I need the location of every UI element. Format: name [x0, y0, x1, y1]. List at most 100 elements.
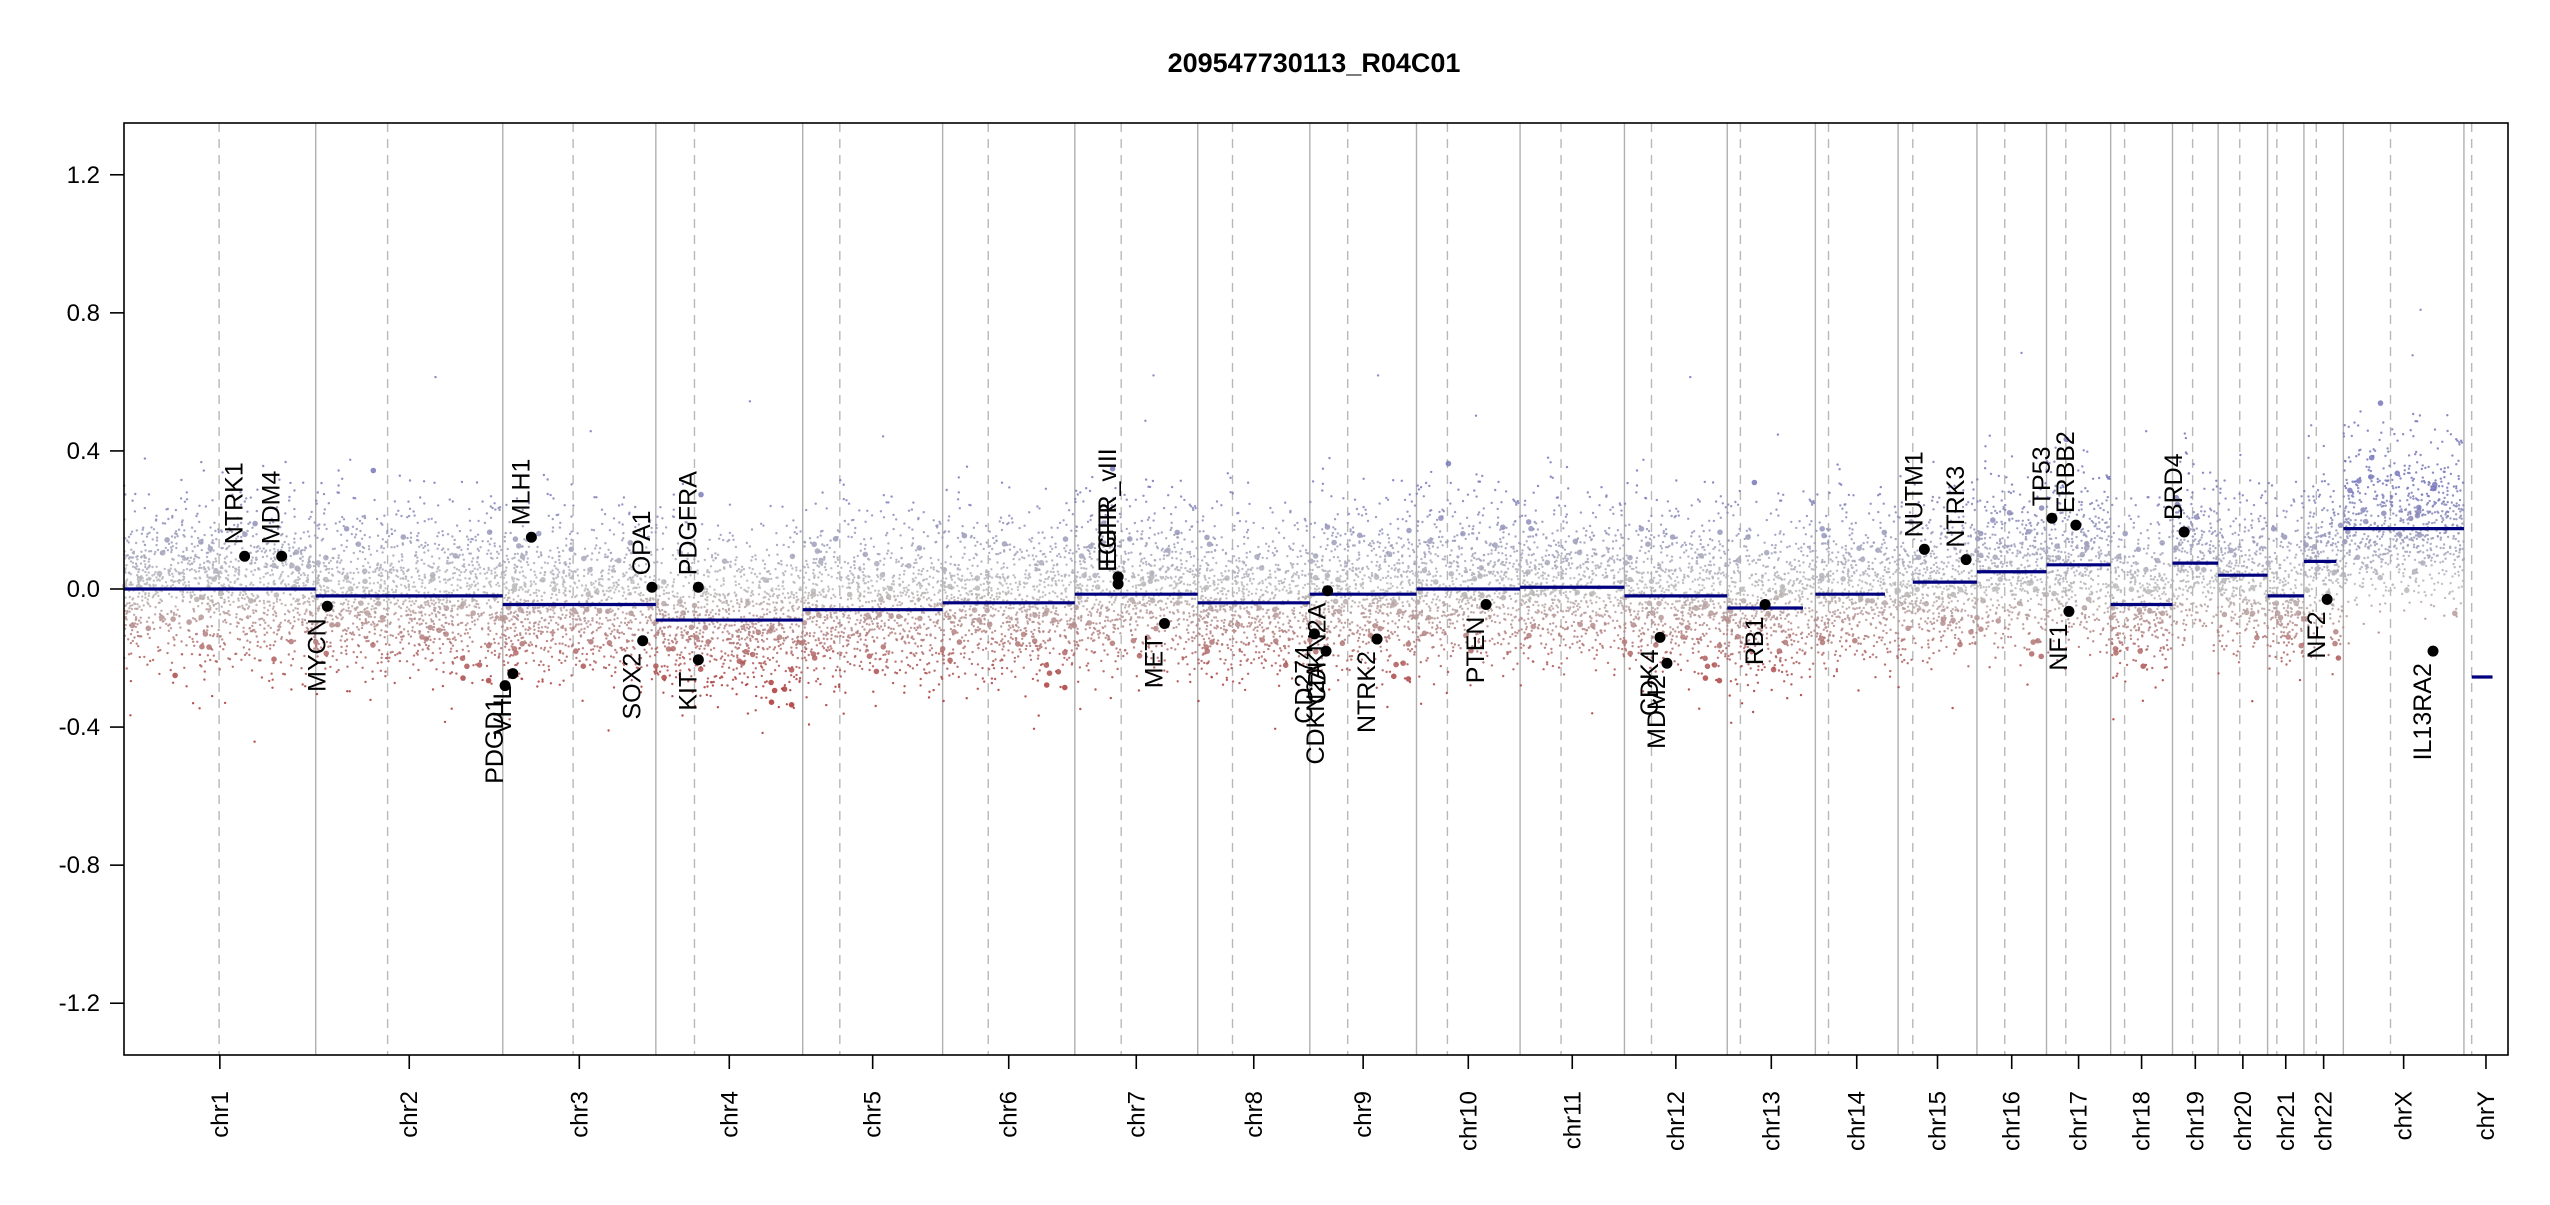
probe-point — [766, 613, 768, 615]
probe-point — [272, 553, 274, 555]
probe-point — [783, 639, 785, 641]
probe-point — [463, 566, 465, 568]
probe-point — [622, 532, 624, 534]
probe-point — [876, 568, 878, 570]
probe-point — [744, 638, 746, 640]
probe-point — [341, 478, 343, 480]
probe-point — [443, 629, 445, 631]
probe-point — [712, 600, 714, 602]
probe-point — [530, 585, 532, 587]
probe-point — [854, 527, 856, 529]
probe-point — [146, 621, 148, 623]
probe-point — [518, 559, 520, 561]
probe-point — [507, 548, 509, 550]
probe-point — [701, 640, 703, 642]
probe-point — [514, 627, 516, 629]
probe-point — [668, 654, 670, 656]
probe-point — [829, 645, 831, 647]
probe-point — [809, 617, 811, 619]
probe-point — [359, 530, 361, 532]
probe-point — [481, 540, 483, 542]
probe-point — [240, 659, 242, 661]
probe-point — [657, 599, 659, 601]
probe-point — [407, 630, 409, 632]
probe-point — [641, 614, 643, 616]
probe-point — [735, 584, 737, 586]
probe-point — [577, 615, 579, 617]
probe-point — [847, 592, 853, 598]
probe-point — [418, 611, 420, 613]
probe-point — [320, 586, 322, 588]
probe-point — [199, 577, 201, 579]
probe-point — [911, 616, 913, 618]
probe-point — [759, 572, 761, 574]
probe-point — [355, 662, 357, 664]
probe-point — [519, 634, 521, 636]
probe-point — [886, 532, 888, 534]
probe-point — [734, 559, 736, 561]
probe-point — [399, 577, 401, 579]
probe-point — [750, 559, 752, 561]
probe-point — [340, 587, 342, 589]
probe-point — [395, 513, 397, 515]
probe-point — [849, 663, 851, 665]
probe-point — [748, 647, 750, 649]
probe-point — [710, 649, 712, 651]
probe-point — [614, 671, 616, 673]
probe-point — [459, 574, 461, 576]
probe-point — [728, 624, 730, 626]
probe-point — [796, 643, 798, 645]
probe-point — [528, 644, 530, 646]
probe-point — [475, 539, 477, 541]
probe-point — [130, 652, 132, 654]
probe-point — [809, 632, 811, 634]
probe-point — [300, 551, 302, 553]
probe-point — [548, 669, 550, 671]
probe-point — [790, 564, 792, 566]
probe-point — [356, 656, 358, 658]
probe-point — [552, 616, 554, 618]
probe-point — [427, 544, 429, 546]
probe-point — [369, 699, 371, 701]
probe-point — [365, 621, 367, 623]
probe-point — [331, 630, 333, 632]
probe-point — [902, 636, 904, 638]
probe-point — [728, 609, 730, 611]
probe-point — [722, 539, 724, 541]
probe-point — [596, 588, 598, 590]
probe-point — [829, 539, 831, 541]
probe-point — [344, 575, 350, 581]
probe-point — [421, 579, 423, 581]
probe-point — [783, 588, 785, 590]
probe-point — [882, 435, 884, 437]
probe-point — [164, 537, 170, 543]
probe-point — [741, 566, 743, 568]
probe-point — [732, 642, 734, 644]
probe-point — [359, 618, 361, 620]
probe-point — [257, 550, 259, 552]
probe-point — [856, 582, 858, 584]
probe-point — [658, 578, 660, 580]
probe-point — [136, 623, 138, 625]
probe-point — [137, 581, 139, 583]
probe-point — [504, 597, 506, 599]
probe-point — [209, 634, 211, 636]
probe-point — [368, 548, 370, 550]
probe-point — [548, 556, 550, 558]
probe-point — [789, 626, 791, 628]
probe-point — [923, 511, 925, 513]
probe-point — [229, 581, 231, 583]
probe-point — [726, 684, 728, 686]
probe-point — [456, 614, 458, 616]
probe-point — [173, 644, 175, 646]
probe-point — [707, 575, 709, 577]
probe-point — [576, 586, 578, 588]
probe-point — [177, 562, 179, 564]
probe-point — [323, 555, 329, 561]
probe-point — [267, 582, 269, 584]
probe-point — [367, 621, 369, 623]
probe-point — [791, 567, 793, 569]
probe-point — [464, 577, 466, 579]
probe-point — [162, 522, 164, 524]
probe-point — [740, 575, 742, 577]
